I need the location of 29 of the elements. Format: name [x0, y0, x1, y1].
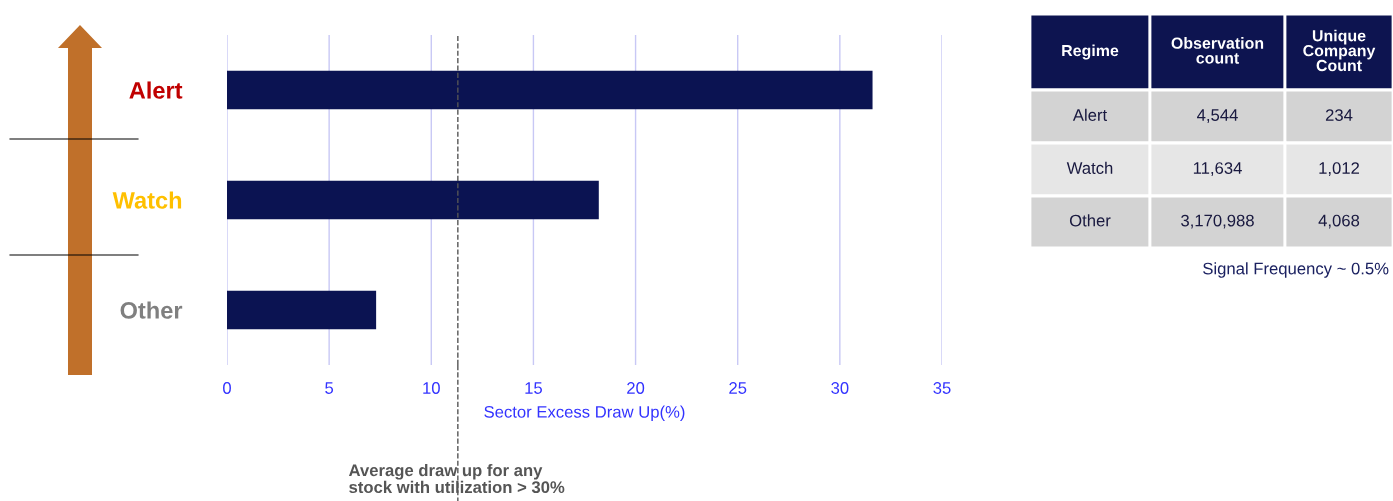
x-tick-label: 5	[325, 382, 334, 394]
x-tick-label: 25	[729, 382, 747, 394]
x-tick-label: 20	[627, 382, 645, 394]
y-tick-label: Alert	[129, 81, 183, 99]
category-label: Unique Company Count	[1303, 29, 1376, 72]
text: Signal Frequency ~ 0.5%	[1203, 262, 1389, 278]
bar	[227, 290, 377, 330]
x-tick-label: 0	[223, 382, 231, 394]
category-label: Regime	[1062, 44, 1119, 60]
bar	[227, 180, 599, 220]
text: 4,068	[1318, 214, 1360, 229]
text: 11,634	[1193, 162, 1242, 176]
x-tick-label: 35	[933, 382, 951, 394]
text: 4,544	[1197, 109, 1238, 123]
category-label: Observation count	[1171, 37, 1264, 64]
text: 3,170,988	[1181, 214, 1254, 229]
x-axis-title: Sector Excess Draw Up(%)	[484, 405, 685, 422]
y-tick-label: Other	[120, 301, 183, 319]
x-tick-label: 30	[831, 382, 849, 394]
text: Alert	[1072, 108, 1108, 121]
bar	[227, 70, 873, 110]
text: 1,012	[1319, 162, 1360, 176]
y-tick-label: Watch	[112, 191, 182, 209]
x-tick-label: 15	[525, 382, 542, 394]
text: 234	[1325, 109, 1353, 121]
x-tick-label: 10	[423, 382, 440, 394]
text: Watch	[1066, 161, 1113, 174]
text: Other	[1069, 214, 1111, 227]
ref-line-label: Average draw up for any stock with utilization > 30%	[348, 464, 565, 494]
